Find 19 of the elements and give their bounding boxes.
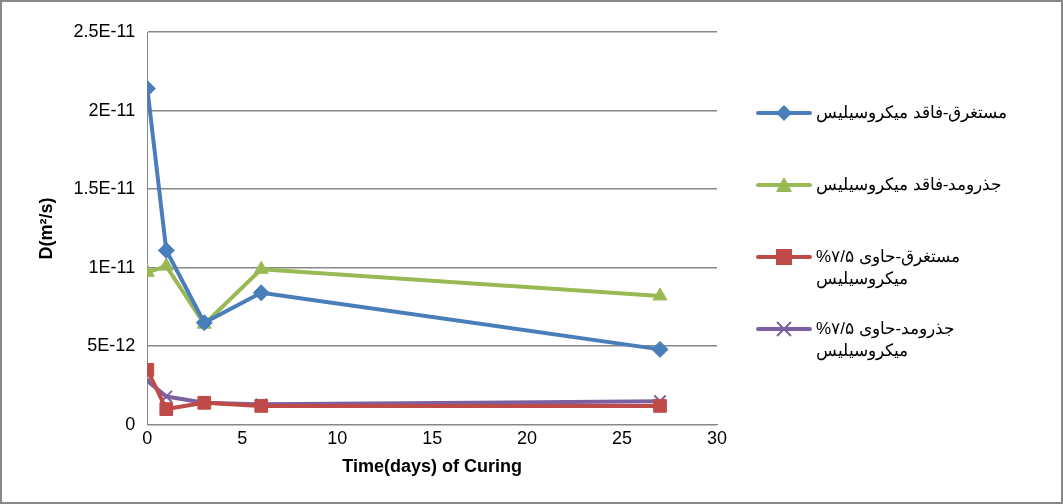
y-tick-label: 2E-11 (88, 99, 136, 120)
y-axis-title: D(m²/s) (35, 197, 56, 260)
legend-label: جذرومد-حاوی ۷/۵% میکروسیلیس (816, 318, 957, 362)
y-tick-label: 2.5E-11 (73, 20, 136, 41)
y-tick-label: 1E-11 (88, 256, 136, 277)
y-tick-label: 1.5E-11 (73, 178, 136, 199)
x-axis-title: Time(days) of Curing (342, 456, 522, 477)
legend-label: جذرومد-فاقد میکروسیلیس (816, 174, 1003, 196)
x-tick-label: 25 (612, 427, 633, 448)
legend-label: مستغرق-حاوی ۷/۵% میکروسیلیس (816, 246, 962, 290)
x-tick-label: 30 (706, 427, 728, 448)
y-tick-label: 5E-12 (87, 335, 136, 356)
x-tick-label: 15 (422, 427, 443, 448)
legend-label: مستغرق-فاقد میکروسیلیس (816, 102, 1008, 124)
x-tick-label: 5 (237, 427, 248, 448)
x-tick-label: 0 (142, 427, 153, 448)
x-tick-label: 10 (327, 427, 348, 448)
x-tick-label: 20 (517, 427, 538, 448)
y-tick-label: 0 (125, 413, 136, 434)
